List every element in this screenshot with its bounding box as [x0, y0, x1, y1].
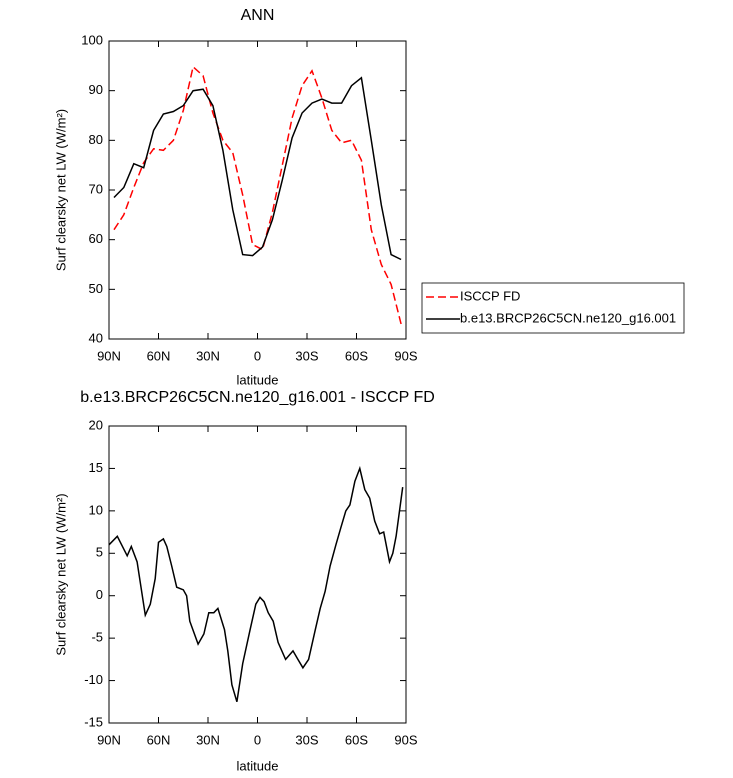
x-tick-label: 90N	[97, 348, 121, 363]
chart-title: b.e13.BRCP26C5CN.ne120_g16.001 - ISCCP F…	[80, 389, 435, 406]
x-tick-label: 30N	[196, 348, 220, 363]
legend-box	[421, 282, 685, 334]
x-tick-label: 60S	[345, 732, 368, 747]
x-tick-label: 30S	[295, 732, 318, 747]
x-tick-label: 90N	[97, 732, 121, 747]
y-tick-label: 5	[96, 545, 103, 560]
y-tick-label: 40	[89, 330, 103, 345]
y-tick-label: -10	[84, 672, 103, 687]
y-tick-label: 50	[89, 281, 103, 296]
legend-label: b.e13.BRCP26C5CN.ne120_g16.001	[460, 310, 676, 325]
x-tick-label: 0	[254, 732, 261, 747]
y-tick-label: 70	[89, 181, 103, 196]
data-line	[113, 76, 402, 261]
chart-title: ANN	[241, 7, 275, 24]
y-axis-label: Surf clearsky net LW (W/m²)	[53, 109, 68, 271]
x-tick-label: 30N	[196, 732, 220, 747]
x-tick-label: 30S	[295, 348, 318, 363]
x-tick-label: 60N	[147, 732, 171, 747]
y-tick-label: 20	[89, 417, 103, 432]
y-tick-label: 90	[89, 82, 103, 97]
y-tick-label: -5	[91, 630, 103, 645]
y-axis-label: Surf clearsky net LW (W/m²)	[53, 493, 68, 655]
plot-frame	[108, 40, 407, 340]
y-tick-label: 80	[89, 132, 103, 147]
y-tick-label: 0	[96, 587, 103, 602]
data-line	[113, 65, 402, 325]
y-tick-label: -15	[84, 714, 103, 729]
x-tick-label: 0	[254, 348, 261, 363]
x-tick-label: 60N	[147, 348, 171, 363]
y-tick-label: 10	[89, 502, 103, 517]
x-axis-label: latitude	[237, 372, 279, 387]
x-tick-label: 90S	[394, 732, 417, 747]
x-tick-label: 90S	[394, 348, 417, 363]
y-tick-label: 15	[89, 460, 103, 475]
y-tick-label: 60	[89, 231, 103, 246]
x-axis-label: latitude	[237, 758, 279, 773]
legend-label: ISCCP FD	[460, 288, 520, 303]
plot-frame	[108, 425, 407, 724]
data-line	[108, 465, 404, 703]
x-tick-label: 60S	[345, 348, 368, 363]
y-tick-label: 100	[81, 32, 103, 47]
